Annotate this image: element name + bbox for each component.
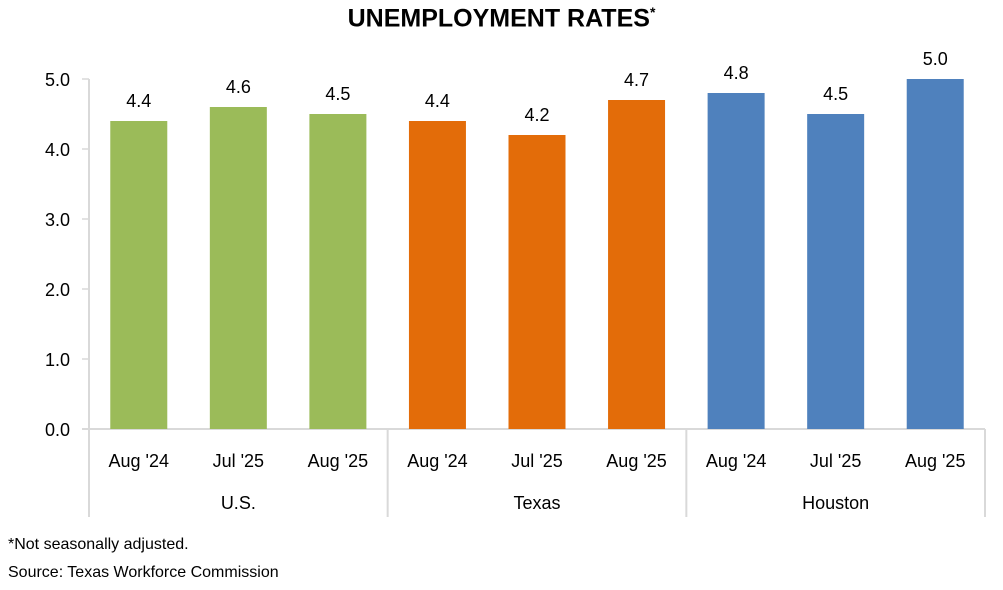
y-tick-label: 2.0: [45, 280, 70, 300]
chart-title-text: UNEMPLOYMENT RATES: [347, 4, 650, 33]
data-label: 4.7: [624, 70, 649, 90]
data-label: 4.5: [823, 84, 848, 104]
data-label: 4.4: [425, 91, 450, 111]
y-tick-label: 3.0: [45, 210, 70, 230]
y-tick-label: 5.0: [45, 70, 70, 90]
bar: [209, 107, 267, 429]
category-label: Aug '25: [905, 451, 966, 471]
category-label: Aug '24: [109, 451, 170, 471]
category-label: Jul '25: [810, 451, 861, 471]
chart-title: UNEMPLOYMENT RATES*: [0, 4, 1003, 33]
bar: [807, 114, 865, 429]
y-tick-label: 1.0: [45, 350, 70, 370]
group-label: Houston: [802, 493, 869, 513]
category-label: Aug '24: [407, 451, 468, 471]
group-label: Texas: [513, 493, 560, 513]
group-label: U.S.: [221, 493, 256, 513]
category-label: Jul '25: [511, 451, 562, 471]
category-label: Aug '25: [308, 451, 369, 471]
bar: [408, 121, 466, 429]
data-label: 4.5: [325, 84, 350, 104]
bar: [508, 135, 566, 429]
footnote-source: Source: Texas Workforce Commission: [8, 564, 279, 581]
footnote-adjustment: *Not seasonally adjusted.: [8, 536, 189, 553]
y-tick-label: 4.0: [45, 140, 70, 160]
data-label: 5.0: [923, 49, 948, 69]
bar: [707, 93, 765, 429]
category-label: Jul '25: [213, 451, 264, 471]
category-label: Aug '24: [706, 451, 767, 471]
data-label: 4.6: [226, 77, 251, 97]
data-label: 4.2: [524, 105, 549, 125]
category-label: Aug '25: [606, 451, 667, 471]
bar: [110, 121, 168, 429]
data-label: 4.8: [724, 63, 749, 83]
bar: [608, 100, 666, 429]
title-asterisk: *: [649, 4, 656, 20]
y-tick-label: 0.0: [45, 420, 70, 440]
bar: [906, 79, 964, 429]
bar: [309, 114, 367, 429]
data-label: 4.4: [126, 91, 151, 111]
